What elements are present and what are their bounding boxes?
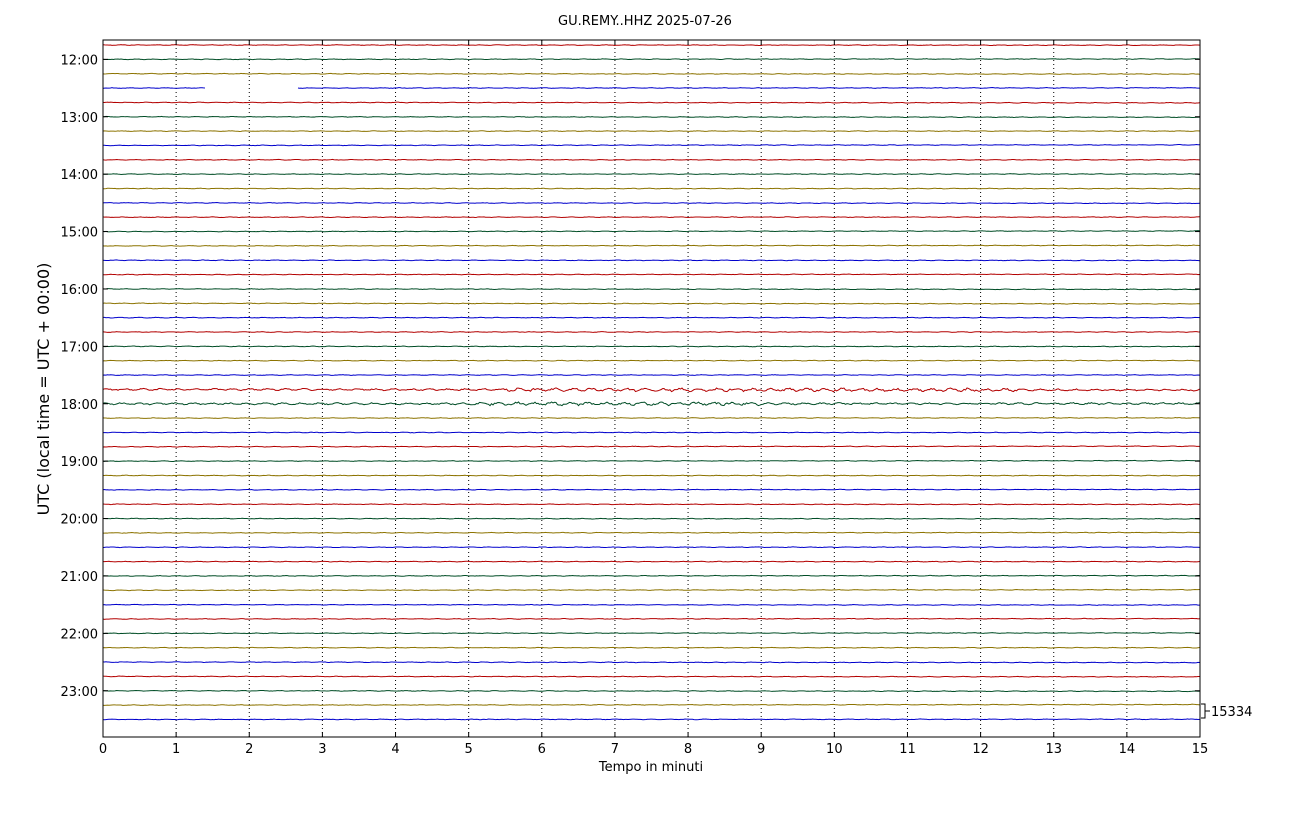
trace-line bbox=[102, 459, 1200, 462]
trace-line bbox=[102, 259, 1200, 262]
trace-line bbox=[102, 115, 1200, 119]
trace-line bbox=[102, 216, 1200, 219]
trace-line bbox=[102, 503, 1200, 506]
trace-line bbox=[102, 173, 1200, 175]
trace-line bbox=[102, 417, 1200, 419]
trace-line bbox=[102, 187, 1200, 190]
x-tick-label: 4 bbox=[391, 742, 399, 757]
trace-line bbox=[102, 130, 1200, 132]
x-tick-label: 5 bbox=[465, 742, 473, 757]
trace-line bbox=[102, 288, 1200, 291]
x-tick-label: 13 bbox=[1045, 742, 1062, 757]
trace-line bbox=[102, 273, 1200, 276]
trace-line bbox=[102, 632, 1200, 635]
trace-line bbox=[102, 560, 1200, 563]
y-tick-label: 14:00 bbox=[61, 168, 98, 183]
trace-line bbox=[102, 58, 1200, 61]
scale-label: 15334 bbox=[1211, 705, 1252, 720]
x-axis-ticks: 0 1 2 3 4 5 6 7 8 9 10 11 12 13 14 15 bbox=[99, 40, 1208, 757]
trace-line bbox=[102, 617, 1200, 620]
trace-line bbox=[102, 703, 1200, 706]
trace-line bbox=[102, 244, 1200, 247]
trace-line bbox=[102, 202, 1200, 205]
trace-line bbox=[102, 445, 1200, 448]
trace-line bbox=[102, 359, 1200, 362]
trace-line bbox=[102, 401, 1200, 407]
trace-line bbox=[102, 316, 1200, 319]
y-tick-label: 17:00 bbox=[61, 340, 98, 355]
x-tick-label: 6 bbox=[538, 742, 546, 757]
x-tick-label: 12 bbox=[972, 742, 989, 757]
trace-line bbox=[102, 72, 1200, 75]
trace-line bbox=[102, 144, 1200, 147]
x-tick-label: 8 bbox=[684, 742, 692, 757]
y-tick-label: 16:00 bbox=[61, 283, 98, 298]
x-tick-label: 10 bbox=[826, 742, 843, 757]
y-tick-label: 12:00 bbox=[61, 53, 98, 68]
plot-frame bbox=[102, 39, 1201, 738]
chart-title: GU.REMY..HHZ 2025-07-26 bbox=[558, 14, 732, 29]
trace-line bbox=[102, 488, 1200, 491]
trace-line bbox=[103, 531, 1200, 534]
trace-line bbox=[102, 345, 1200, 348]
x-tick-label: 14 bbox=[1119, 742, 1136, 757]
scale-bracket bbox=[1201, 703, 1206, 719]
trace-line bbox=[102, 474, 1200, 477]
y-axis-ticks: 12:00 13:00 14:00 15:00 16:00 17:00 18:00 19:00… bbox=[61, 53, 1200, 700]
x-tick-label: 15 bbox=[1192, 742, 1209, 757]
amplitude-scale: 15334 bbox=[1201, 703, 1252, 720]
x-tick-label: 0 bbox=[99, 742, 107, 757]
y-tick-label: 20:00 bbox=[61, 513, 98, 528]
trace-line bbox=[102, 302, 1200, 305]
x-tick-label: 1 bbox=[172, 742, 180, 757]
trace-line bbox=[102, 603, 1200, 606]
trace-line bbox=[102, 101, 1200, 104]
y-tick-label: 18:00 bbox=[61, 398, 98, 413]
trace-line bbox=[102, 646, 1200, 649]
trace-line bbox=[102, 387, 1200, 393]
x-axis-label: Tempo in minuti bbox=[598, 760, 703, 775]
trace-line bbox=[102, 431, 1200, 434]
trace-line bbox=[102, 675, 1200, 678]
trace-line bbox=[102, 374, 1200, 376]
y-tick-label: 19:00 bbox=[61, 455, 98, 470]
trace-line bbox=[102, 331, 1200, 333]
y-tick-label: 15:00 bbox=[61, 226, 98, 241]
x-tick-label: 7 bbox=[611, 742, 619, 757]
vertical-grid bbox=[175, 40, 1128, 737]
y-axis-label: UTC (local time = UTC + 00:00) bbox=[34, 263, 53, 516]
x-tick-label: 11 bbox=[899, 742, 916, 757]
trace-line bbox=[102, 230, 1200, 233]
trace-line bbox=[102, 689, 1200, 693]
trace-line bbox=[102, 574, 1200, 577]
x-tick-label: 2 bbox=[245, 742, 253, 757]
trace-line bbox=[102, 588, 1200, 592]
trace-line bbox=[102, 44, 1200, 47]
y-tick-label: 22:00 bbox=[61, 627, 98, 642]
y-tick-label: 13:00 bbox=[61, 111, 98, 126]
x-tick-label: 9 bbox=[757, 742, 765, 757]
trace-line bbox=[102, 661, 1200, 664]
trace-line bbox=[102, 718, 1200, 721]
trace-line bbox=[102, 87, 1200, 89]
x-tick-label: 3 bbox=[318, 742, 326, 757]
y-tick-label: 21:00 bbox=[61, 570, 98, 585]
seismic-traces bbox=[102, 44, 1200, 721]
trace-line bbox=[102, 158, 1200, 161]
y-tick-label: 23:00 bbox=[61, 685, 98, 700]
trace-line bbox=[102, 546, 1200, 549]
trace-line bbox=[102, 517, 1200, 520]
